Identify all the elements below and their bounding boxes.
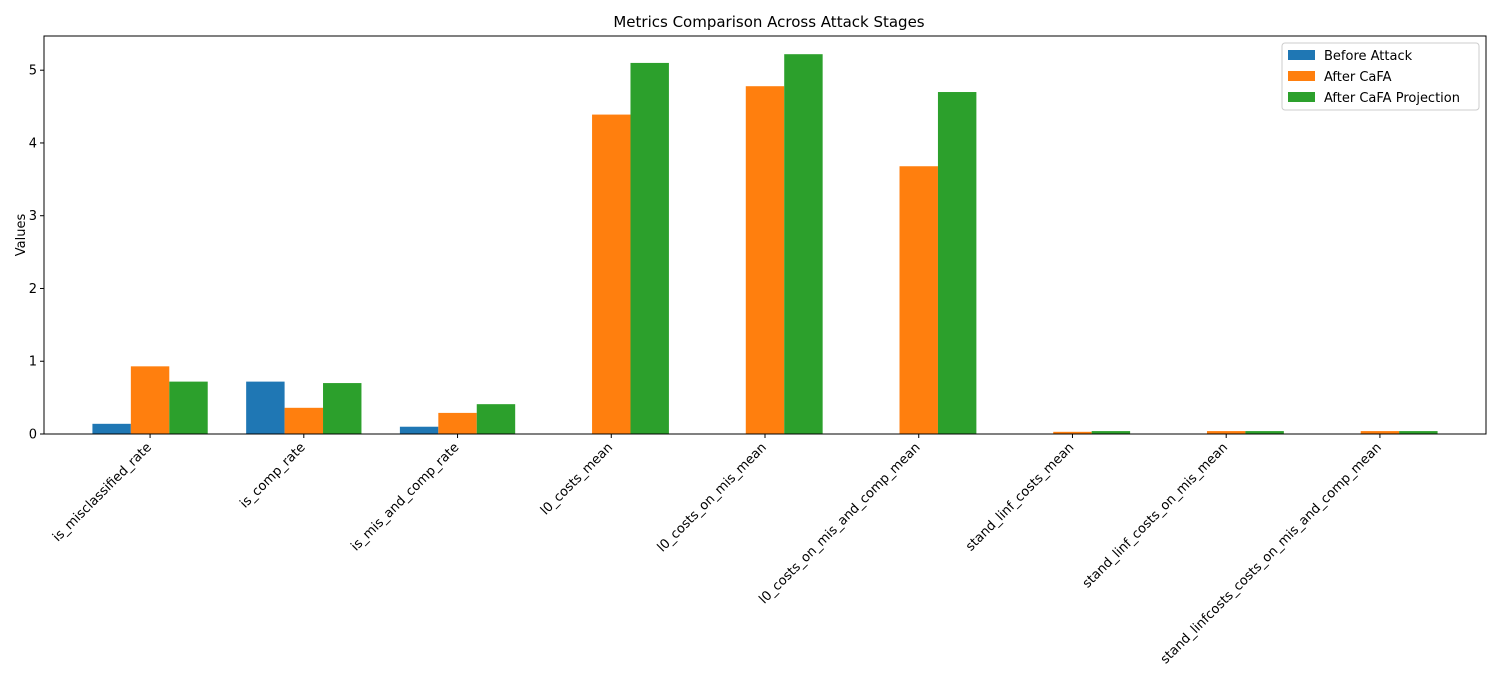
legend-label: After CaFA Projection [1324, 91, 1460, 106]
x-tick-label: l0_costs_on_mis_and_comp_mean [757, 440, 924, 607]
bar-after-cafa-projection-1 [323, 383, 362, 434]
y-tick-label: 4 [29, 136, 37, 151]
y-tick-label: 5 [29, 64, 37, 79]
y-tick-label: 0 [29, 428, 37, 443]
bar-after-cafa-projection-0 [169, 381, 208, 434]
bar-before-attack-1 [246, 381, 285, 434]
bar-after-cafa-projection-8 [1399, 431, 1438, 434]
y-tick-label: 2 [29, 282, 37, 297]
bar-after-cafa-7 [1206, 431, 1246, 434]
bar-after-cafa-2 [438, 412, 477, 434]
x-tick-label: is_comp_rate [237, 440, 308, 511]
bar-after-cafa-projection-6 [1091, 431, 1131, 434]
x-tick-label: stand_linf_costs_on_mis_mean [1080, 440, 1231, 591]
bar-after-cafa-1 [284, 407, 324, 434]
bar-after-cafa-projection-5 [937, 92, 977, 434]
bars-layer [92, 54, 1438, 435]
legend: Before Attack After CaFA After CaFA Projec… [1281, 42, 1480, 111]
x-tick-label: l0_costs_on_mis_mean [655, 440, 770, 555]
bar-after-cafa-projection-7 [1245, 431, 1284, 434]
x-tick-label: stand_linf_costs_mean [963, 440, 1077, 554]
x-tick-label: l0_costs_mean [538, 440, 616, 518]
legend-swatch [1288, 50, 1315, 60]
bar-before-attack-0 [92, 423, 131, 434]
bar-after-cafa-3 [592, 114, 631, 434]
legend-label: Before Attack [1324, 49, 1413, 64]
bar-after-cafa-0 [130, 366, 170, 434]
y-axis-label: Values [14, 214, 29, 257]
bar-after-cafa-6 [1053, 431, 1092, 434]
legend-label: After CaFA [1324, 70, 1392, 85]
legend-swatch [1288, 71, 1315, 81]
chart-title: Metrics Comparison Across Attack Stages [613, 13, 924, 31]
bar-after-cafa-projection-3 [630, 62, 669, 435]
legend-box [1281, 42, 1480, 111]
bar-before-attack-2 [399, 426, 439, 434]
x-tick-label: is_mis_and_comp_rate [348, 440, 462, 554]
bar-after-cafa-8 [1360, 431, 1400, 434]
y-tick-label: 3 [29, 209, 37, 224]
bar-after-cafa-4 [745, 86, 785, 435]
legend-swatch [1288, 92, 1315, 102]
y-tick-label: 1 [29, 355, 37, 370]
bar-after-cafa-projection-4 [784, 54, 823, 435]
bar-after-cafa-5 [899, 166, 938, 434]
x-tick-label: is_misclassified_rate [50, 440, 155, 545]
bar-after-cafa-projection-2 [476, 404, 516, 434]
ticks-layer: 0 1 2 3 4 5 is_misclassified_rate is_comp_rate i… [29, 64, 1385, 667]
